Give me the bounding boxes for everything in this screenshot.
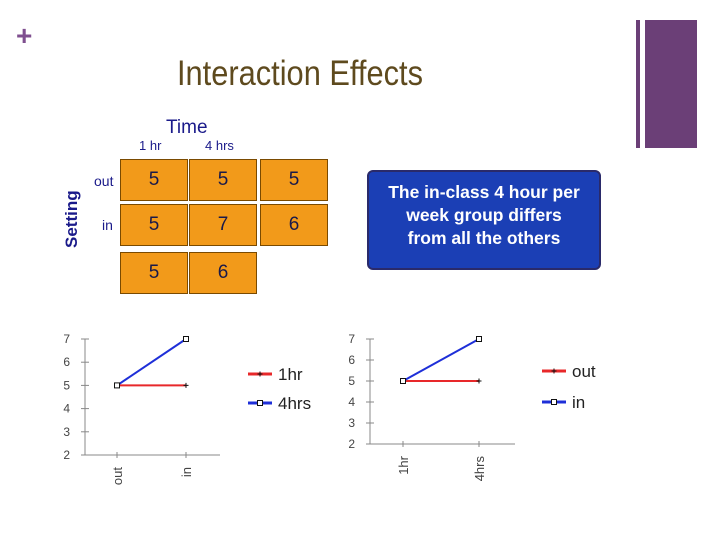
- y-tick-label: 7: [348, 332, 355, 346]
- table-column-header: 1 hr: [139, 138, 162, 153]
- table-row-header: out: [94, 173, 114, 189]
- y-tick-label: 6: [63, 355, 70, 369]
- data-point: [400, 378, 406, 384]
- y-tick-label: 6: [348, 353, 355, 367]
- table-column-header: 4 hrs: [205, 138, 234, 153]
- y-tick-label: 3: [63, 425, 70, 439]
- legend-marker: [551, 368, 557, 374]
- slide-title: Interaction Effects: [177, 54, 423, 93]
- table-cell: 7: [189, 204, 257, 246]
- row-mean-cell: 6: [260, 204, 328, 246]
- table-column-title: Time: [166, 117, 208, 138]
- table-cell: 5: [189, 159, 257, 201]
- series-line: [116, 338, 187, 387]
- callout-line: from all the others: [407, 228, 561, 248]
- decorative-bar-thick: [645, 20, 697, 148]
- column-mean-cell: 6: [189, 252, 257, 294]
- legend-marker: [257, 400, 263, 406]
- table-cell: 5: [120, 204, 188, 246]
- series-line: [402, 338, 480, 382]
- x-tick-label: 4hrs: [472, 456, 487, 482]
- callout-line: The in-class 4 hour per: [388, 182, 580, 202]
- table-cell: 5: [120, 159, 188, 201]
- legend-label: 4hrs: [278, 394, 311, 413]
- data-point: [476, 336, 482, 342]
- legend-marker: [257, 371, 263, 377]
- data-point: [183, 382, 189, 388]
- table-row-header: in: [102, 217, 113, 233]
- legend-label: 1hr: [278, 365, 303, 384]
- slide-marker: +: [16, 20, 33, 51]
- x-tick-label: out: [110, 467, 125, 485]
- y-tick-label: 5: [348, 374, 355, 388]
- y-tick-label: 7: [63, 332, 70, 346]
- legend-label: in: [572, 393, 585, 412]
- y-tick-label: 4: [348, 395, 355, 409]
- column-mean-cell: 5: [120, 252, 188, 294]
- data-point: [183, 336, 189, 342]
- y-tick-label: 4: [63, 402, 70, 416]
- x-tick-label: 1hr: [396, 455, 411, 474]
- x-tick-label: in: [179, 467, 194, 477]
- legend-label: out: [572, 362, 596, 381]
- y-tick-label: 5: [63, 378, 70, 392]
- y-tick-label: 2: [348, 437, 355, 451]
- row-mean-cell: 5: [260, 159, 328, 201]
- data-point: [476, 378, 482, 384]
- decorative-bar-thin: [636, 20, 640, 148]
- y-tick-label: 3: [348, 416, 355, 430]
- callout-box: The in-class 4 hour per week group diffe…: [367, 170, 601, 270]
- y-tick-label: 2: [63, 448, 70, 462]
- legend-marker: [551, 399, 557, 405]
- data-point: [114, 382, 120, 389]
- callout-line: week group differs: [406, 205, 562, 225]
